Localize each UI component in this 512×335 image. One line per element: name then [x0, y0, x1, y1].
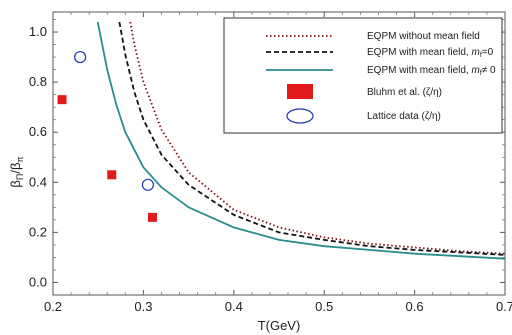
x-tick-label: 0.7: [496, 299, 512, 314]
bluhm-point: [57, 95, 67, 105]
x-tick-label: 0.5: [315, 299, 333, 314]
markers-layer: [57, 50, 157, 222]
legend-label-no-mean-field: EQPM without mean field: [367, 31, 480, 42]
y-tick-label: 1.0: [29, 24, 47, 39]
x-axis-title: T(GeV): [258, 318, 301, 333]
legend: EQPM without mean field EQPM with mean f…: [223, 17, 503, 134]
bluhm-point: [147, 212, 157, 222]
bluhm-point: [107, 170, 117, 180]
x-tick-label: 0.6: [406, 299, 424, 314]
legend-swatch-lattice: [286, 108, 314, 124]
y-tick-label: 0.0: [29, 274, 47, 289]
legend-swatch-bluhm: [287, 84, 313, 99]
series-line-1: [118, 21, 506, 256]
lattice-point: [74, 50, 87, 64]
plot-frame: [52, 11, 506, 296]
y-tick-label: 0.8: [29, 74, 47, 89]
legend-label-bluhm: Bluhm et al. (ζ/η): [367, 87, 442, 98]
series-line-2: [96, 21, 506, 260]
legend-box: [223, 17, 503, 134]
curves-layer: [96, 21, 506, 260]
legend-label-lattice: Lattice data (ζ/η): [367, 111, 441, 122]
legend-label-mf-zero: EQPM with mean field, mf=0: [367, 47, 494, 59]
legend-label-mf-nonzero: EQPM with mean field, mf≠ 0: [367, 65, 496, 77]
y-tick-label: 0.6: [29, 124, 47, 139]
x-tick-label: 0.4: [225, 299, 243, 314]
y-axis-title: βΠ/βπ: [8, 156, 25, 187]
y-tick-label: 0.2: [29, 224, 47, 239]
x-tick-label: 0.2: [44, 299, 62, 314]
y-tick-label: 0.4: [29, 174, 47, 189]
lattice-point: [141, 178, 155, 191]
x-tick-label: 0.3: [134, 299, 152, 314]
